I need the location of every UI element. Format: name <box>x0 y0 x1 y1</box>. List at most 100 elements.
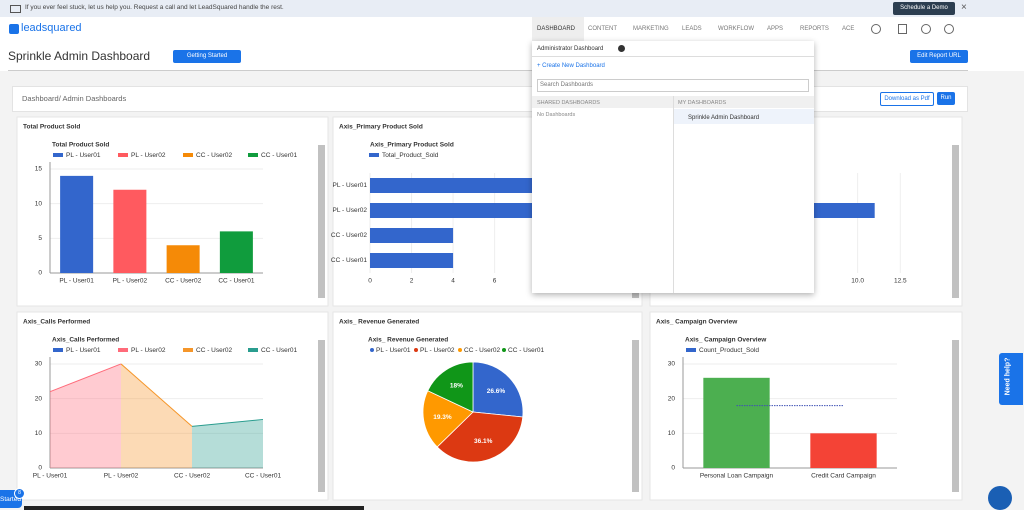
badge: 8 <box>14 488 25 499</box>
search-placeholder[interactable]: Search Dashboards <box>540 82 594 88</box>
panel-title: Axis_ Campaign Overview <box>656 319 738 326</box>
help-icon[interactable] <box>921 24 931 34</box>
getting-started[interactable]: Getting Started <box>173 50 241 63</box>
legend-label: CC - User01 <box>261 152 298 159</box>
nav-item[interactable]: DASHBOARD <box>537 26 576 32</box>
panel-title: Axis_Primary Product Sold <box>339 124 423 131</box>
legend-label: PL - User02 <box>420 347 455 354</box>
chart-title: Total Product Sold <box>52 142 109 149</box>
edit-report-url[interactable]: Edit Report URL <box>910 50 968 63</box>
legend-label: PL - User02 <box>131 152 166 159</box>
x-tick-label: 4 <box>451 278 455 285</box>
area-segment <box>50 363 121 468</box>
y-tick-label: PL - User01 <box>333 182 368 189</box>
line-segment <box>120 363 193 427</box>
legend-swatch <box>414 348 418 352</box>
banner <box>0 0 1024 17</box>
column-divider <box>673 96 674 293</box>
need-help[interactable]: Need help? <box>1004 357 1012 396</box>
y-tick-label: 30 <box>668 361 676 368</box>
legend-label: CC - User01 <box>508 347 545 354</box>
nav-item[interactable]: LEADS <box>682 26 702 32</box>
scrollbar <box>952 145 959 298</box>
bar <box>113 189 147 273</box>
my-dashboard[interactable]: Sprinkle Admin Dashboard <box>688 115 760 121</box>
legend-label: CC - User02 <box>196 347 233 354</box>
started[interactable]: Started <box>0 496 21 503</box>
x-tick-label: 6 <box>493 278 497 285</box>
divider <box>532 56 814 57</box>
y-tick-label: PL - User02 <box>333 207 368 214</box>
legend-label: PL - User02 <box>131 347 166 354</box>
y-tick-label: 10 <box>35 430 43 437</box>
scrollbar <box>318 340 325 492</box>
page-title: Sprinkle Admin Dashboard <box>8 49 151 63</box>
run[interactable]: Run <box>937 92 955 105</box>
close-banner[interactable]: × <box>961 2 967 13</box>
legend-label: Count_Product_Sold <box>699 347 759 354</box>
legend-swatch <box>686 348 696 352</box>
area-segment <box>192 419 263 468</box>
task-icon[interactable] <box>898 24 907 34</box>
nav-item[interactable]: MARKETING <box>633 26 669 32</box>
legend-label: PL - User01 <box>66 347 101 354</box>
legend-label: CC - User02 <box>196 152 233 159</box>
nav-item[interactable]: APPS <box>767 26 784 32</box>
x-tick-label: 10.0 <box>851 278 864 285</box>
legend-swatch <box>118 153 128 157</box>
y-tick-label: 15 <box>35 166 43 173</box>
legend-swatch <box>369 153 379 157</box>
pie-slice <box>422 390 474 448</box>
logo[interactable]: leadsquared <box>21 22 82 34</box>
bar <box>703 377 770 468</box>
panel <box>649 311 963 501</box>
y-tick-label: 0 <box>671 465 675 472</box>
y-tick-label: 10 <box>35 200 43 207</box>
nav-item[interactable]: REPORTS <box>800 26 829 32</box>
search-icon[interactable] <box>871 24 881 34</box>
nav-item[interactable]: WORKFLOW <box>718 26 754 32</box>
y-tick-label: 0 <box>38 270 42 277</box>
legend-label: CC - User02 <box>464 347 501 354</box>
my-item-row <box>674 109 814 124</box>
panel <box>16 311 329 501</box>
data-label: 26.6% <box>487 388 506 395</box>
create-dashboard[interactable]: + Create New Dashboard <box>537 63 605 69</box>
data-label: 19.3% <box>433 414 452 421</box>
toolbar <box>12 86 968 112</box>
bar <box>219 231 253 273</box>
y-tick-label: 10 <box>668 430 676 437</box>
nav-item[interactable]: ACE <box>842 26 855 32</box>
x-tick-label: CC - User01 <box>245 473 282 480</box>
divider <box>8 70 968 71</box>
profile-icon[interactable] <box>944 24 954 34</box>
bar <box>370 178 557 193</box>
nav-active <box>532 17 584 41</box>
x-tick-label: Personal Loan Campaign <box>700 473 774 480</box>
shared-empty: No Dashboards <box>537 112 576 118</box>
breadcrumb: Dashboard/ Admin Dashboards <box>22 94 127 103</box>
scrollbar <box>632 340 639 492</box>
schedule-demo[interactable]: Schedule a Demo <box>893 2 955 15</box>
chart-title: Axis_Primary Product Sold <box>370 142 454 149</box>
data-label: 36.1% <box>474 438 493 445</box>
x-tick-label: 0 <box>368 278 372 285</box>
legend-label: PL - User01 <box>66 152 101 159</box>
x-tick-label: PL - User02 <box>104 473 139 480</box>
current-dashboard[interactable]: Administrator Dashboard <box>537 46 604 52</box>
nav-item[interactable]: CONTENT <box>588 26 617 32</box>
need-help-tab[interactable] <box>999 353 1023 405</box>
y-tick-label: 5 <box>38 235 42 242</box>
my-heading: MY DASHBOARDS <box>678 100 727 106</box>
download-pdf[interactable]: Download as Pdf <box>880 92 934 106</box>
x-tick-label: CC - User02 <box>174 473 211 480</box>
y-tick-label: 0 <box>38 465 42 472</box>
chat-button[interactable] <box>988 486 1012 510</box>
scrollbar <box>952 340 959 492</box>
y-tick-label: CC - User01 <box>331 257 368 264</box>
search-box[interactable] <box>537 79 809 92</box>
x-tick-label: CC - User02 <box>165 278 202 285</box>
line-segment <box>49 363 122 393</box>
area-segment <box>121 363 192 468</box>
